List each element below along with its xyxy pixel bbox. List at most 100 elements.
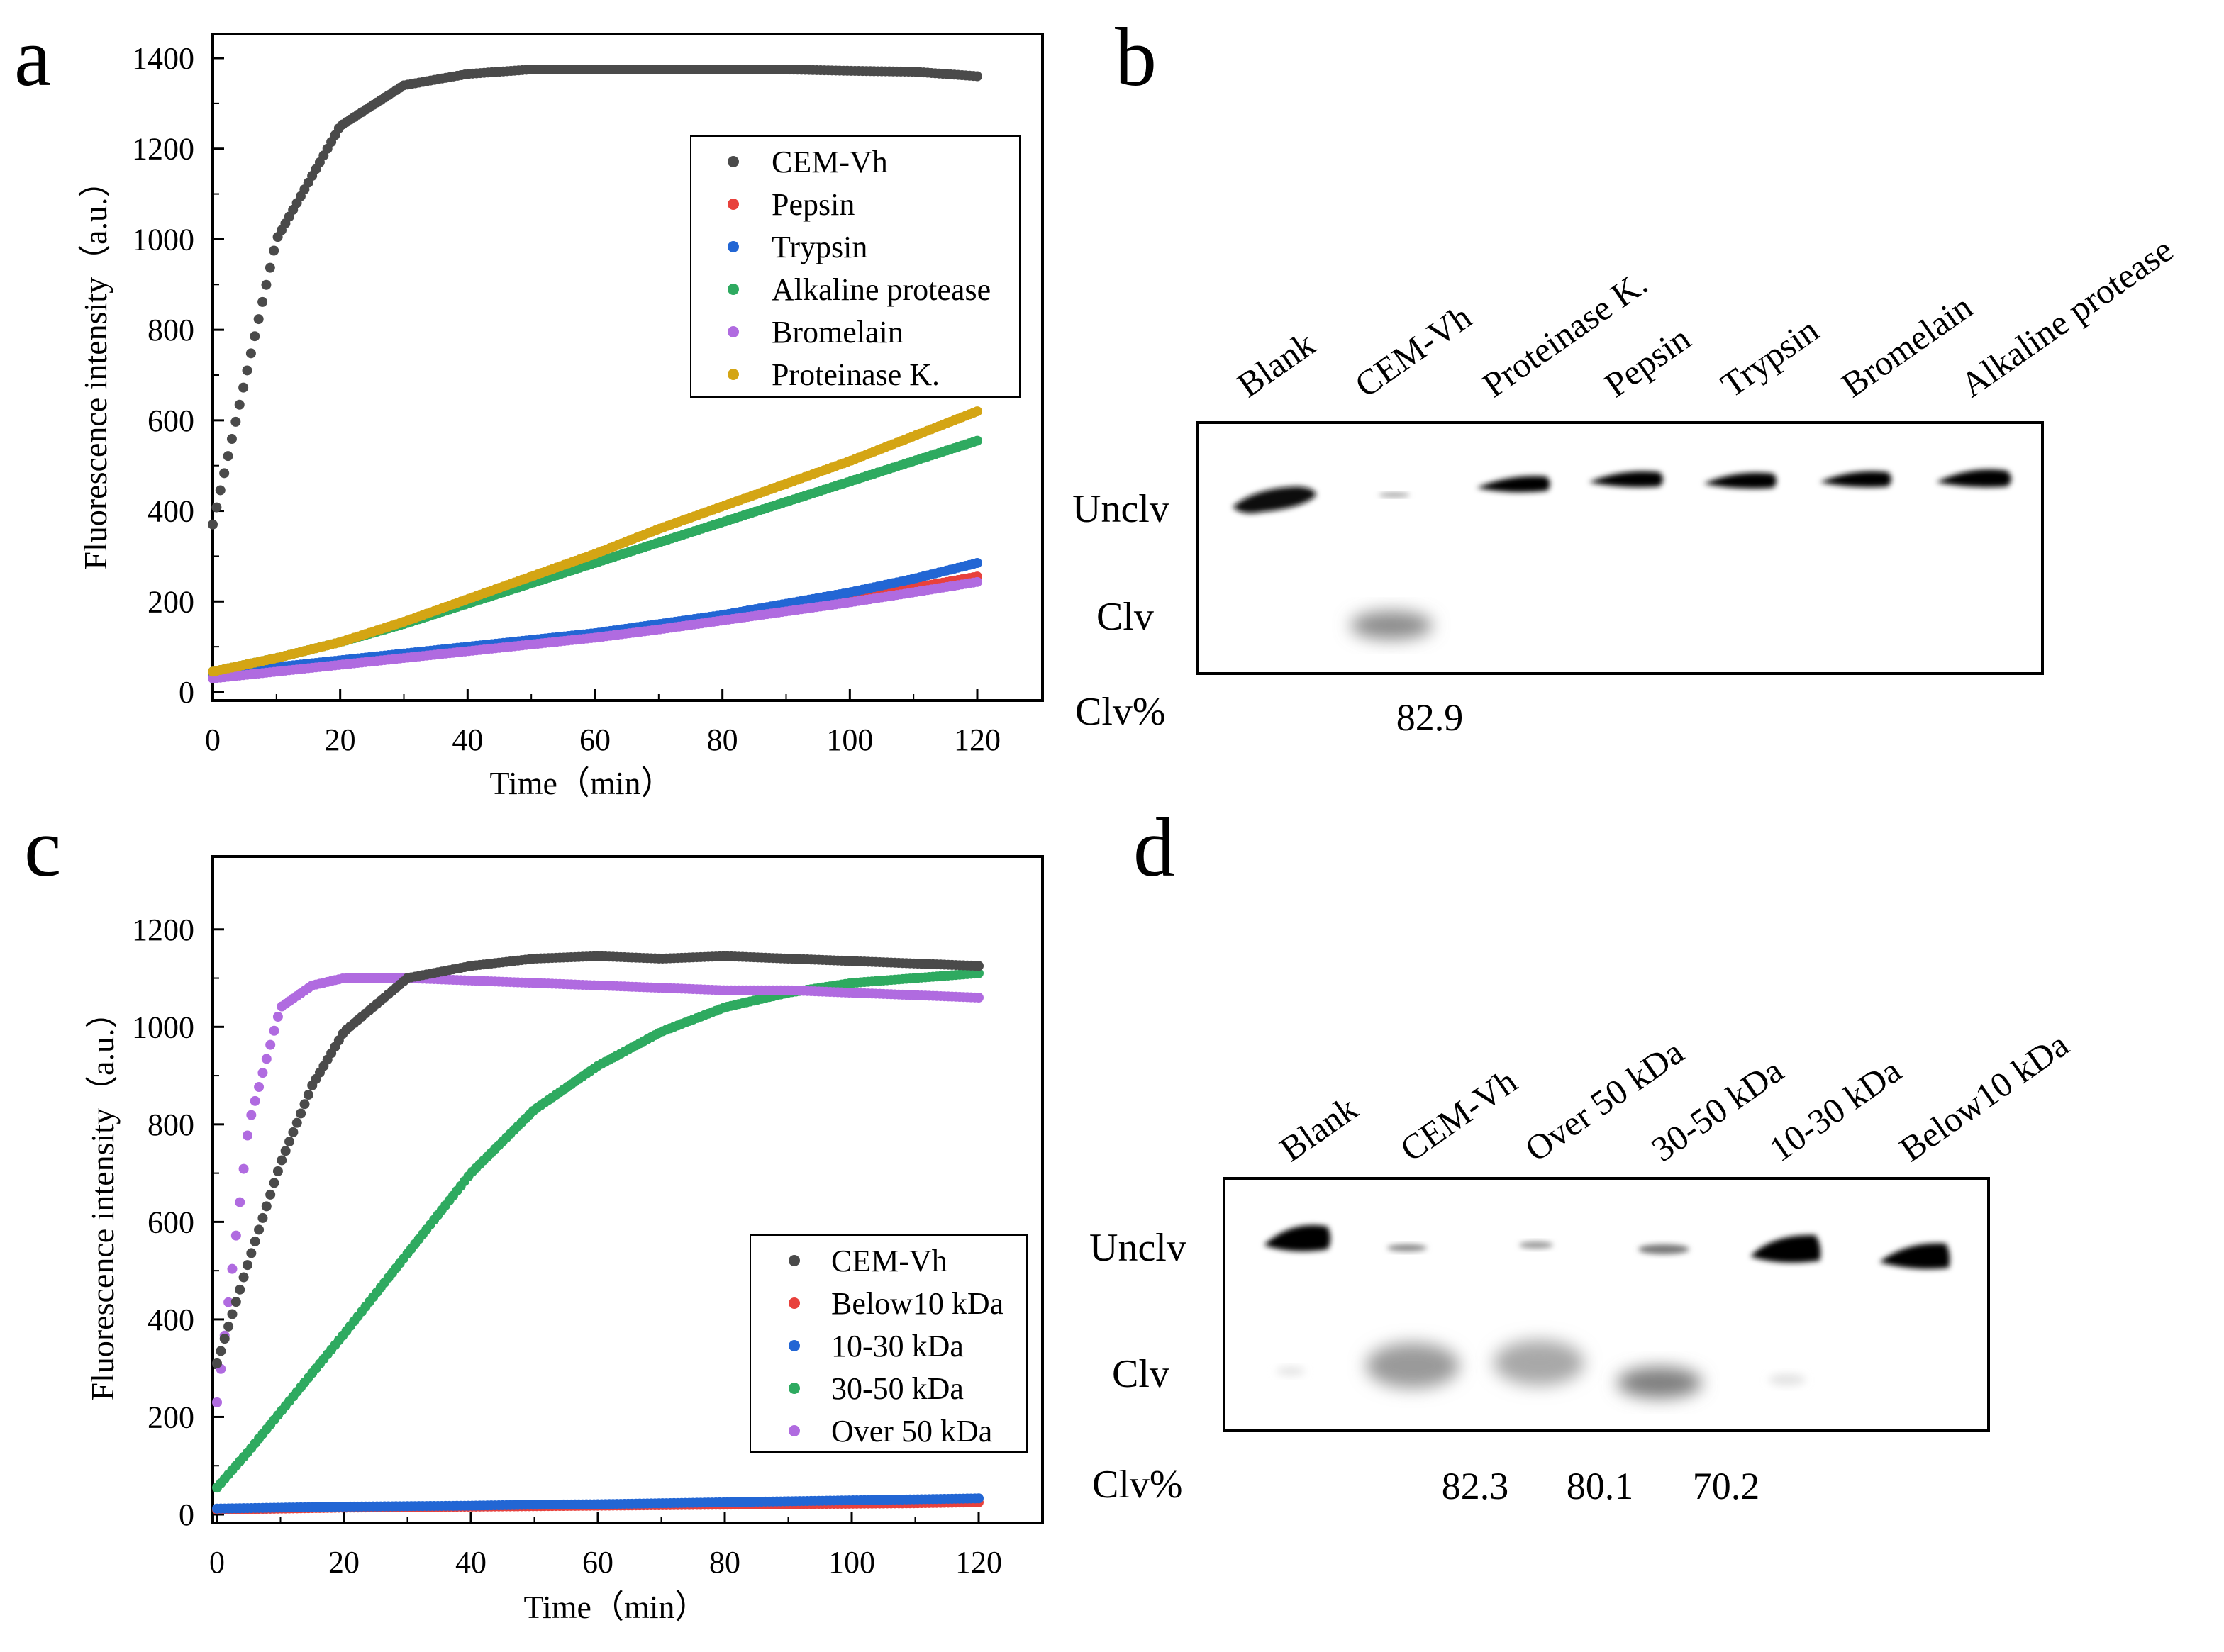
gel-b-lane-label: CEM-Vh <box>1347 296 1479 405</box>
data-point <box>291 1117 302 1128</box>
data-point <box>974 1493 984 1504</box>
data-point <box>230 1297 241 1307</box>
panel-label-c: c <box>24 801 61 894</box>
data-point <box>238 1163 249 1174</box>
data-point <box>238 382 249 393</box>
chart-a-ytick-label: 400 <box>148 494 194 529</box>
gel-d-clv-3050 <box>1617 1367 1702 1398</box>
gel-b-clv-pct: 82.9 <box>1396 696 1464 739</box>
chart-c-legend-marker <box>789 1340 800 1351</box>
chart-c-ytick-label: 600 <box>148 1205 194 1239</box>
gel-b-band-alkaline <box>1936 469 2011 488</box>
chart-a-xtick-label: 100 <box>826 722 873 757</box>
chart-c-legend-marker <box>789 1297 800 1309</box>
gel-b-lane-label: Pepsin <box>1597 318 1697 405</box>
data-point <box>246 1248 257 1258</box>
data-point <box>972 576 982 587</box>
data-point <box>272 1166 283 1176</box>
chart-c-ytick-label: 800 <box>148 1107 194 1142</box>
chart-c-legend-marker <box>789 1383 800 1394</box>
chart-a-legend-marker <box>728 369 739 380</box>
chart-a-series-cem-vh <box>208 64 982 530</box>
data-point <box>265 1039 276 1050</box>
chart-a-ytick-label: 1200 <box>132 132 194 167</box>
gel-d-row-clv: Clv <box>1112 1352 1169 1396</box>
gel-d-row-pct: Clv% <box>1092 1463 1183 1507</box>
data-point <box>254 1082 265 1093</box>
gel-d-clv-faint-blank <box>1277 1367 1305 1375</box>
chart-c-frame <box>211 855 1044 1524</box>
data-point <box>230 1230 241 1241</box>
chart-a-legend-label: Pepsin <box>772 187 855 222</box>
data-point <box>219 1334 230 1344</box>
chart-c-legend-label: CEM-Vh <box>831 1244 947 1278</box>
data-point <box>227 1309 238 1319</box>
gel-d-band-blank <box>1264 1224 1330 1251</box>
gel-d-lane-label: CEM-Vh <box>1393 1061 1524 1169</box>
chart-c-legend-label: 30-50 kDa <box>831 1371 964 1406</box>
chart-a-xtick-label: 120 <box>954 722 1001 757</box>
chart-c-legend-marker <box>789 1425 800 1436</box>
data-point <box>265 1189 276 1200</box>
gel-b-lane-label: Blank <box>1230 324 1322 405</box>
data-point <box>235 1197 245 1207</box>
data-point <box>974 993 984 1003</box>
chart-c-xtick-label: 80 <box>709 1545 740 1580</box>
panel-label-a: a <box>14 11 51 104</box>
data-point <box>272 1012 283 1022</box>
chart-c-xtick-label: 0 <box>209 1545 225 1580</box>
data-point <box>245 348 256 359</box>
chart-c-series-10-30-kda <box>212 1493 984 1514</box>
gel-d-clv-pct: 82.3 <box>1442 1465 1509 1507</box>
chart-c-legend: CEM-Vh Below10 kDa 10-30 kDa 30-50 kDa Over … <box>750 1234 1028 1453</box>
data-point <box>261 1054 272 1064</box>
data-point <box>296 1108 306 1119</box>
chart-a-legend-box <box>690 135 1021 398</box>
data-point <box>280 1146 291 1156</box>
chart-c-series-over-50-kda <box>212 973 984 1407</box>
chart-c-ytick-label: 0 <box>179 1497 194 1532</box>
data-point <box>215 485 226 496</box>
data-point <box>230 416 241 427</box>
gel-d-band-3050 <box>1638 1244 1689 1254</box>
chart-a-legend-label: Alkaline protease <box>772 272 991 307</box>
chart-a-legend-label: Trypsin <box>772 230 867 264</box>
chart-c-ytick-label: 200 <box>148 1400 194 1434</box>
chart-c-legend-marker <box>789 1255 800 1266</box>
gel-d-lane-label: Below10 kDa <box>1892 1025 2075 1169</box>
gel-b-lane-label: Trypsin <box>1713 310 1825 405</box>
chart-a-xtick-label: 80 <box>707 722 738 757</box>
gel-d-band-below10 <box>1879 1243 1950 1269</box>
data-point <box>246 1110 257 1120</box>
gel-d-bands <box>1264 1224 1950 1398</box>
gel-b-percentages: 82.9 <box>1396 696 1464 739</box>
chart-a-legend-label: CEM-Vh <box>772 145 888 179</box>
data-point <box>226 434 237 445</box>
gel-d-clv-cem <box>1366 1343 1460 1388</box>
data-point <box>250 331 260 342</box>
data-point <box>242 365 252 376</box>
gel-b-band-proteinase <box>1477 476 1550 493</box>
gel-d-clv-over50 <box>1494 1340 1584 1385</box>
data-point <box>257 1212 268 1223</box>
data-point <box>972 558 982 569</box>
data-point <box>303 1090 313 1100</box>
chart-c-ytick-label: 1000 <box>132 1010 194 1044</box>
data-point <box>250 1236 260 1246</box>
chart-a: 0 20 40 60 80 100 1200200400600800100012001400… <box>77 33 1044 801</box>
data-point <box>269 1178 279 1188</box>
data-point <box>242 1260 252 1271</box>
chart-a-legend-marker <box>728 199 739 210</box>
gel-b-row-unclv: Unclv <box>1072 487 1169 531</box>
chart-c-ytick-label: 400 <box>148 1302 194 1337</box>
chart-c-xtick-label: 20 <box>328 1545 360 1580</box>
data-point <box>284 1137 295 1147</box>
chart-a-ylabel: Fluorescence intensity（a.u.） <box>77 164 113 569</box>
gel-b-band-bromelain <box>1820 471 1891 488</box>
chart-c-ytick-label: 1200 <box>132 912 194 947</box>
chart-c-xlabel: Time（min） <box>523 1589 707 1625</box>
